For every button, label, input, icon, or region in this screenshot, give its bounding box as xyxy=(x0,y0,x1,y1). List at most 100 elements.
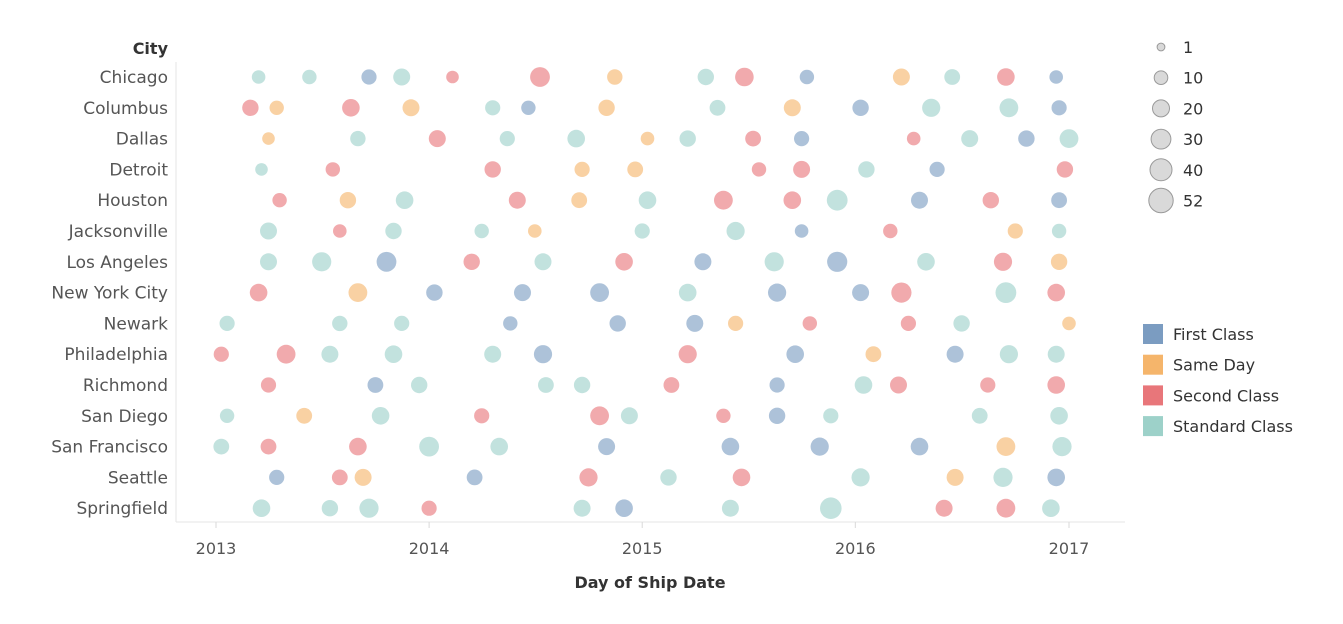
data-point xyxy=(350,130,366,147)
data-point xyxy=(982,192,999,209)
data-point xyxy=(627,161,644,178)
size-legend-label: 1 xyxy=(1183,38,1193,57)
data-point xyxy=(331,469,348,486)
data-point xyxy=(810,437,829,456)
data-point xyxy=(1007,223,1023,239)
data-point xyxy=(1056,161,1074,178)
data-point xyxy=(732,468,751,487)
color-legend-swatch xyxy=(1143,416,1163,437)
size-legend-label: 40 xyxy=(1183,161,1203,180)
data-point xyxy=(946,345,964,363)
data-point xyxy=(686,314,704,332)
data-point xyxy=(528,224,542,238)
data-point xyxy=(411,376,428,394)
data-point xyxy=(260,438,277,455)
data-point xyxy=(728,315,744,331)
data-point xyxy=(385,222,402,240)
data-point xyxy=(590,406,609,426)
row-label: Dallas xyxy=(116,130,168,150)
data-point xyxy=(609,315,626,332)
data-point xyxy=(514,284,531,302)
data-point xyxy=(634,223,650,239)
data-point xyxy=(573,499,591,517)
data-point xyxy=(735,67,754,87)
row-label: Jacksonville xyxy=(68,222,168,242)
data-point xyxy=(726,221,745,241)
data-point xyxy=(490,437,509,456)
data-point xyxy=(768,283,787,302)
data-point xyxy=(858,161,875,178)
data-point xyxy=(697,68,714,86)
data-point xyxy=(607,69,623,85)
data-point xyxy=(521,100,536,116)
data-point xyxy=(367,377,384,393)
data-point xyxy=(961,130,979,148)
data-point xyxy=(929,161,945,177)
data-point xyxy=(466,469,483,486)
data-point xyxy=(485,100,501,116)
data-point xyxy=(260,377,277,393)
row-label: Newark xyxy=(104,314,168,334)
data-point xyxy=(980,377,996,393)
data-point xyxy=(1051,192,1067,209)
data-point xyxy=(854,376,873,394)
data-point xyxy=(826,189,848,211)
data-point xyxy=(944,69,961,85)
data-point xyxy=(883,223,898,239)
color-legend-label: Same Day xyxy=(1173,356,1255,375)
data-point xyxy=(716,408,731,423)
data-point xyxy=(852,99,869,117)
data-point xyxy=(321,345,339,363)
data-point xyxy=(993,252,1013,271)
data-point xyxy=(419,436,439,457)
data-point xyxy=(598,438,616,456)
data-point xyxy=(1047,468,1065,487)
x-tick-label: 2015 xyxy=(622,539,663,558)
data-point xyxy=(709,99,726,116)
data-point xyxy=(426,284,443,301)
data-point xyxy=(827,251,848,272)
data-point xyxy=(783,99,801,117)
row-label: Richmond xyxy=(83,376,168,396)
data-point xyxy=(312,252,332,272)
data-point xyxy=(213,346,229,362)
data-point xyxy=(402,99,420,117)
data-point xyxy=(349,437,367,456)
data-point xyxy=(321,500,339,517)
data-point xyxy=(615,499,633,517)
data-point xyxy=(799,69,815,85)
data-point xyxy=(1052,437,1072,457)
data-point xyxy=(269,100,284,116)
color-legend-label: Second Class xyxy=(1173,386,1279,405)
data-point xyxy=(802,316,817,331)
city-row-labels: Chicago Columbus Dallas Detroit Houston Jacks… xyxy=(51,68,168,519)
data-point xyxy=(910,437,929,456)
data-point xyxy=(694,253,712,271)
data-point xyxy=(993,467,1013,487)
row-label: San Francisco xyxy=(51,438,168,458)
data-point xyxy=(783,191,802,209)
data-point xyxy=(906,131,921,146)
row-label: Detroit xyxy=(109,160,168,180)
data-point xyxy=(1049,70,1063,84)
data-point xyxy=(354,468,372,486)
row-label: Houston xyxy=(97,191,168,211)
data-point xyxy=(891,282,912,303)
size-legend-label: 30 xyxy=(1183,130,1203,149)
data-point xyxy=(342,99,360,117)
data-point xyxy=(371,407,390,425)
data-point xyxy=(794,131,810,147)
data-point xyxy=(590,283,609,302)
data-point xyxy=(721,437,740,456)
data-point xyxy=(999,98,1019,118)
data-point xyxy=(260,253,277,271)
data-point xyxy=(269,469,285,485)
row-label: New York City xyxy=(51,284,168,304)
data-point xyxy=(793,160,811,178)
size-legend-label: 10 xyxy=(1183,69,1203,88)
data-point xyxy=(865,346,882,363)
data-point xyxy=(484,345,502,363)
row-label: Columbus xyxy=(83,99,168,119)
data-point xyxy=(376,251,397,272)
